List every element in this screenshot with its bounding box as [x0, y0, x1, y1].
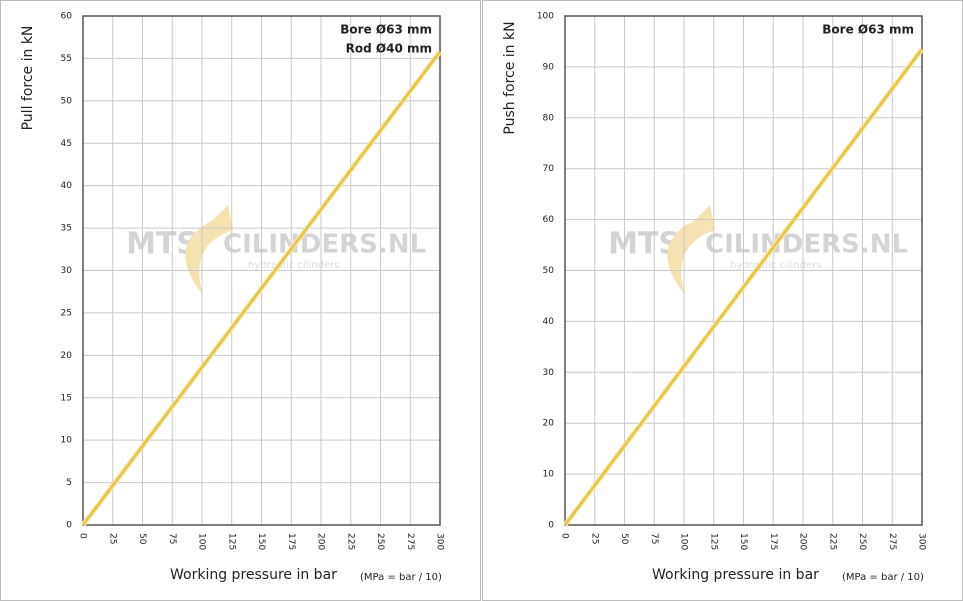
- y-tick-label: 30: [543, 368, 555, 378]
- x-tick-label: 100: [197, 533, 207, 550]
- x-tick-label: 50: [137, 533, 147, 545]
- y-tick-label: 60: [543, 215, 555, 225]
- x-tick-label: 25: [589, 533, 599, 544]
- y-tick-label: 55: [61, 54, 72, 64]
- annotation: Bore Ø63 mm: [822, 23, 914, 37]
- y-tick-label: 50: [543, 266, 555, 276]
- y-tick-label: 40: [543, 317, 555, 327]
- watermark-site: CILINDERS.NL: [705, 230, 908, 260]
- y-tick-label: 10: [543, 470, 555, 480]
- x-tick-label: 275: [405, 533, 415, 550]
- y-tick-label: 50: [61, 96, 73, 106]
- line: [564, 48, 923, 526]
- y-tick-label: 0: [548, 521, 554, 531]
- watermark-tagline: hydraulic cilinders: [248, 260, 339, 271]
- x-tick-label: 275: [887, 533, 897, 550]
- x-tick-label: 100: [679, 533, 689, 550]
- y-tick-label: 60: [61, 12, 73, 22]
- y-tick-label: 20: [543, 419, 555, 429]
- y-tick-label: 0: [66, 521, 72, 531]
- x-axis-note: (MPa = bar / 10): [842, 572, 924, 583]
- x-tick-label: 25: [107, 533, 117, 544]
- x-tick-label: 150: [256, 533, 266, 550]
- y-tick-label: 10: [61, 436, 73, 446]
- x-axis-note: (MPa = bar / 10): [360, 572, 442, 583]
- y-tick-label: 70: [543, 164, 555, 174]
- x-tick-label: 125: [226, 533, 236, 550]
- x-tick-label: 150: [738, 533, 748, 550]
- x-tick-label: 200: [798, 533, 808, 550]
- y-tick-label: 90: [543, 62, 555, 72]
- watermark-swoosh: [185, 205, 233, 295]
- x-tick-label: 225: [345, 533, 355, 550]
- x-tick-label: 175: [768, 533, 778, 550]
- x-tick-label: 0: [560, 533, 570, 539]
- y-tick-label: 15: [61, 393, 72, 403]
- x-axis-title: Working pressure in bar: [652, 567, 819, 583]
- y-axis-title: Push force in kN: [502, 21, 518, 134]
- y-tick-label: 40: [61, 181, 73, 191]
- y-tick-label: 35: [61, 224, 72, 234]
- y-tick-label: 80: [543, 113, 555, 123]
- y-tick-label: 25: [61, 308, 72, 318]
- y-tick-label: 45: [61, 139, 72, 149]
- y-tick-label: 20: [61, 351, 73, 361]
- y-axis-title: Pull force in kN: [20, 26, 36, 131]
- x-tick-label: 75: [167, 533, 177, 544]
- x-tick-label: 200: [316, 533, 326, 550]
- x-tick-label: 50: [619, 533, 629, 545]
- annotation: Bore Ø63 mm: [340, 23, 432, 37]
- line: [82, 50, 441, 526]
- y-tick-label: 5: [66, 478, 72, 488]
- x-tick-label: 250: [857, 533, 867, 550]
- watermark-site: CILINDERS.NL: [223, 230, 426, 260]
- x-tick-label: 0: [78, 533, 88, 539]
- y-tick-label: 100: [537, 12, 554, 22]
- x-tick-label: 175: [286, 533, 296, 550]
- annotation: Rod Ø40 mm: [346, 42, 432, 56]
- x-axis-title: Working pressure in bar: [170, 567, 337, 583]
- x-tick-label: 75: [649, 533, 659, 544]
- x-tick-label: 300: [435, 533, 445, 550]
- y-tick-label: 30: [61, 266, 73, 276]
- watermark-tagline: hydraulic cilinders: [730, 260, 821, 271]
- x-tick-label: 250: [375, 533, 385, 550]
- x-tick-label: 225: [827, 533, 837, 550]
- plot-border: [82, 15, 441, 526]
- plot-border: [564, 15, 923, 526]
- watermark-swoosh: [667, 205, 715, 295]
- x-tick-label: 300: [917, 533, 927, 550]
- x-tick-label: 125: [708, 533, 718, 550]
